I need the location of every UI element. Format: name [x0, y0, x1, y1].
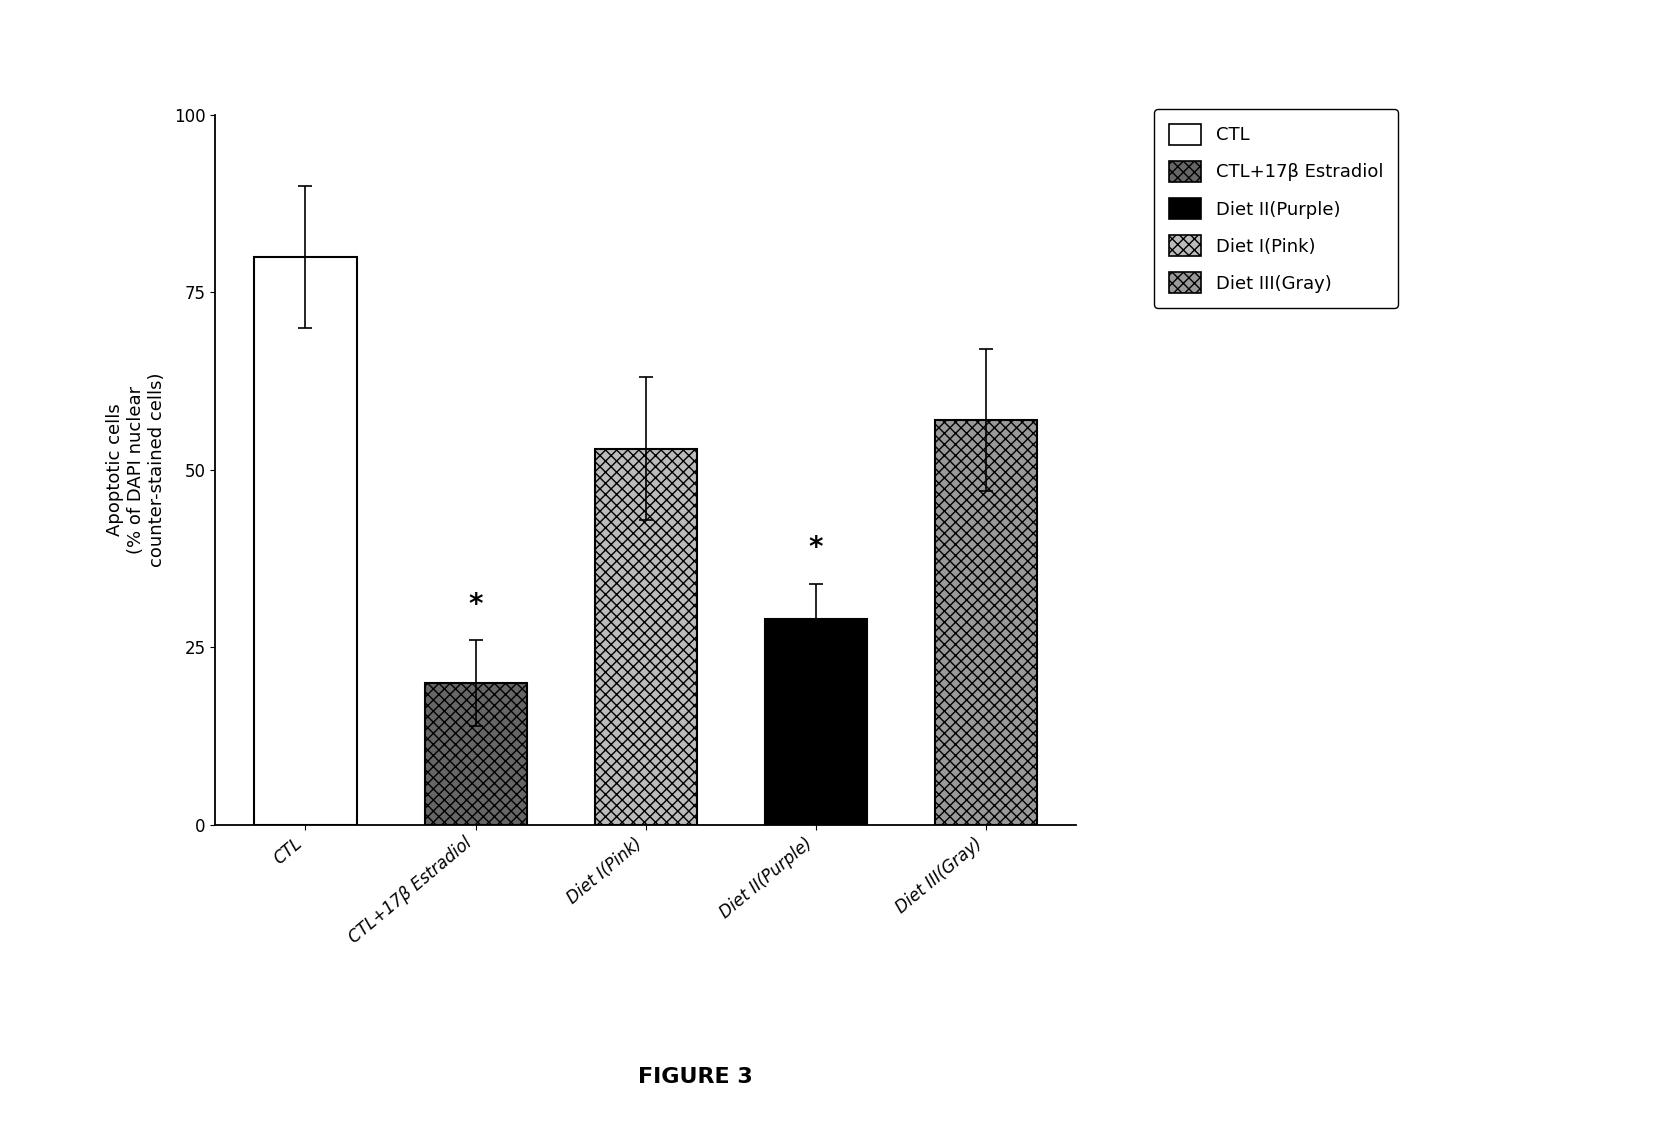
Text: *: * — [468, 591, 483, 619]
Bar — [594, 448, 697, 825]
Text: FIGURE 3: FIGURE 3 — [637, 1067, 753, 1088]
Bar — [255, 257, 356, 825]
Y-axis label: Apoptotic cells
(% of DAPI nuclear
counter-stained cells): Apoptotic cells (% of DAPI nuclear count… — [106, 372, 166, 567]
Bar — [765, 619, 867, 825]
Bar — [935, 421, 1036, 825]
Text: *: * — [808, 534, 823, 563]
Bar — [424, 683, 526, 825]
Legend: CTL, CTL+17β Estradiol, Diet II(Purple), Diet I(Pink), Diet III(Gray): CTL, CTL+17β Estradiol, Diet II(Purple),… — [1154, 109, 1397, 307]
